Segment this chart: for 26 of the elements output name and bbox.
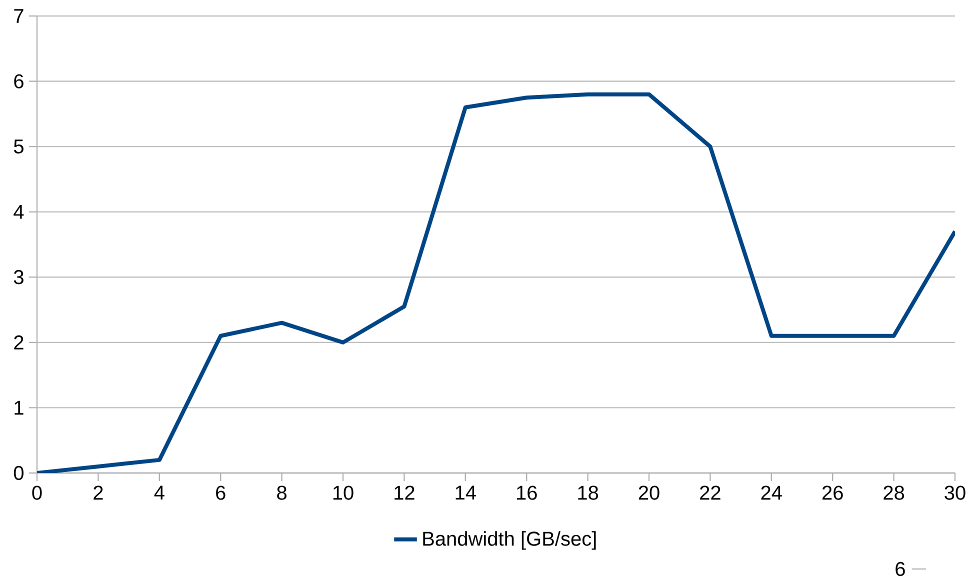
- x-tick-label: 16: [517, 486, 537, 500]
- x-tick-label: 24: [761, 486, 782, 500]
- x-tick-label: 4: [154, 486, 164, 500]
- x-tick-label: 18: [578, 486, 598, 500]
- y-tick-label: 7: [14, 9, 24, 23]
- y-tick-label: 6: [14, 74, 24, 88]
- y-tick-label: 1: [14, 400, 24, 415]
- y-tick-label: 3: [14, 270, 24, 284]
- x-tick-label: 20: [638, 486, 660, 500]
- x-tick-label: 12: [394, 486, 414, 500]
- x-tick-label: 6: [216, 486, 226, 500]
- y-tick-label: 2: [14, 335, 24, 350]
- x-tick-label: 8: [277, 486, 286, 500]
- x-tick-label: 14: [456, 486, 476, 500]
- x-tick-label: 2: [94, 486, 103, 500]
- y-tick-label: 4: [14, 204, 24, 219]
- text: 6: [896, 562, 905, 576]
- x-tick-label: 0: [32, 486, 42, 500]
- x-tick-label: 22: [700, 486, 720, 500]
- x-tick-label: 28: [884, 486, 904, 500]
- x-tick-label: 10: [333, 486, 354, 500]
- y-tick-label: 5: [14, 140, 24, 154]
- x-tick-label: 30: [944, 486, 966, 500]
- legend-label: Bandwidth [GB/sec]: [423, 531, 596, 550]
- x-tick-label: 26: [822, 486, 843, 500]
- y-tick-label: 0: [14, 466, 24, 480]
